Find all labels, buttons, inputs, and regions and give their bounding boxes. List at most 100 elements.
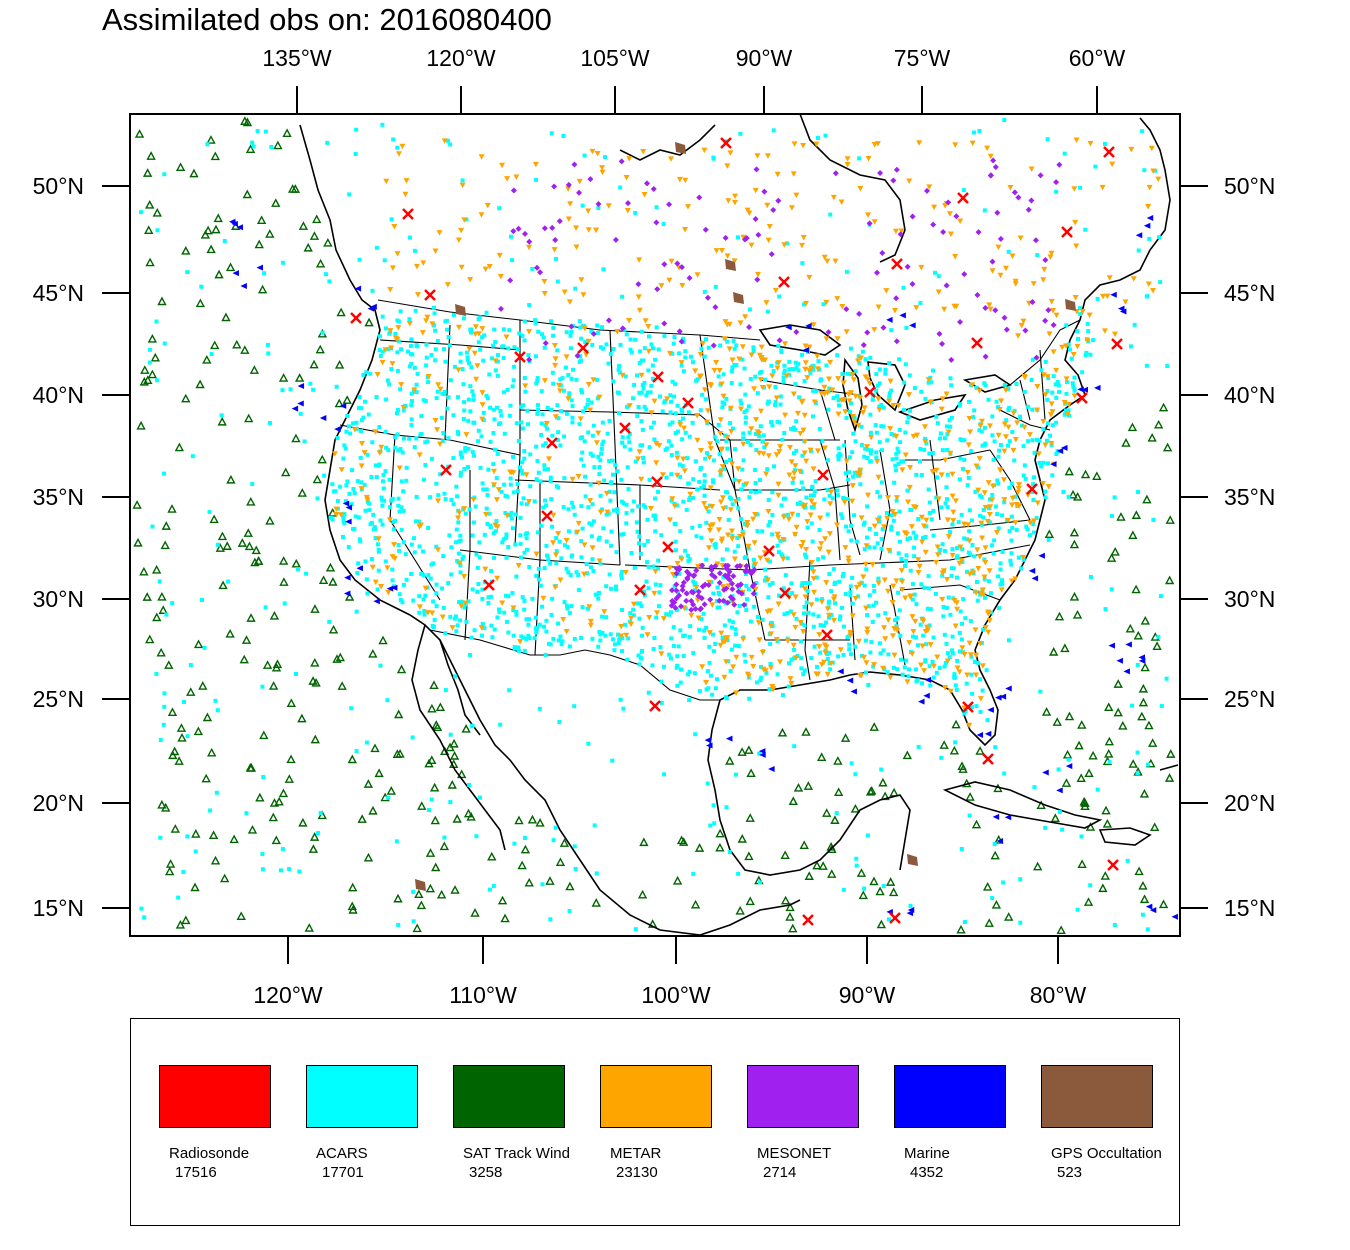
metar-marker <box>946 211 953 217</box>
sat-track-wind-marker <box>239 654 249 664</box>
acars-marker <box>490 635 495 640</box>
metar-marker <box>706 545 713 551</box>
metar-marker <box>618 633 625 639</box>
legend-panel: Radiosonde 17516 ACARS 17701 SAT Track Wind 3… <box>130 1018 1180 1226</box>
metar-marker <box>552 356 559 362</box>
acars-marker <box>606 511 611 516</box>
acars-marker <box>387 331 392 336</box>
acars-marker <box>466 465 471 470</box>
acars-marker <box>608 586 613 591</box>
metar-marker <box>1150 168 1157 175</box>
metar-marker <box>429 321 436 327</box>
acars-marker <box>757 488 762 493</box>
acars-marker <box>503 593 508 598</box>
acars-marker <box>579 504 584 509</box>
acars-marker <box>1000 549 1005 554</box>
acars-marker <box>434 582 439 587</box>
marine-marker <box>386 585 394 592</box>
mesonet-marker <box>695 588 702 595</box>
acars-marker <box>930 450 935 455</box>
top-axis-label: 60°W <box>1069 45 1126 71</box>
acars-marker <box>635 373 640 378</box>
acars-marker <box>538 479 543 484</box>
acars-marker <box>889 524 894 529</box>
acars-marker <box>455 494 460 499</box>
acars-marker <box>834 811 839 816</box>
acars-marker <box>850 474 855 479</box>
acars-marker <box>979 495 984 500</box>
metar-marker <box>569 476 576 483</box>
sat-track-wind-marker <box>337 681 347 690</box>
acars-marker <box>538 583 543 588</box>
acars-marker <box>711 458 716 463</box>
acars-marker <box>624 404 629 409</box>
metar-marker <box>788 205 795 211</box>
acars-marker <box>641 386 646 391</box>
acars-marker <box>476 439 481 444</box>
metar-marker <box>499 600 506 606</box>
marine-marker <box>1125 641 1132 648</box>
acars-marker <box>458 533 463 538</box>
acars-marker <box>582 153 587 158</box>
acars-marker <box>1060 827 1065 832</box>
metar-marker <box>676 176 683 183</box>
radiosonde-marker <box>1103 146 1115 158</box>
acars-marker <box>556 638 561 643</box>
metar-marker <box>730 664 737 670</box>
metar-marker <box>987 153 994 160</box>
metar-marker <box>969 140 976 147</box>
acars-marker <box>651 564 656 569</box>
metar-marker <box>596 558 603 564</box>
acars-marker <box>351 527 356 532</box>
acars-marker <box>628 347 633 352</box>
mesonet-marker <box>644 180 651 187</box>
acars-marker <box>787 661 792 666</box>
metar-marker <box>835 376 842 382</box>
acars-marker <box>917 459 922 464</box>
acars-marker <box>981 507 986 512</box>
acars-marker <box>386 347 391 352</box>
sat-track-wind-marker <box>254 556 264 565</box>
mesonet-marker <box>526 238 533 245</box>
sat-track-wind-marker <box>1147 432 1157 442</box>
metar-marker <box>834 522 841 528</box>
acars-marker <box>522 598 527 603</box>
acars-marker <box>659 533 664 538</box>
acars-marker <box>754 448 759 453</box>
metar-marker <box>824 671 831 678</box>
metar-marker <box>874 141 881 147</box>
metar-marker <box>801 586 808 592</box>
metar-marker <box>532 161 539 168</box>
metar-marker <box>387 328 394 334</box>
gps-occultation-marker <box>733 292 744 304</box>
sat-track-wind-marker <box>251 545 261 555</box>
acars-marker <box>551 838 556 843</box>
acars-marker <box>508 513 513 518</box>
sat-track-wind-marker <box>417 801 427 810</box>
acars-marker <box>330 517 335 522</box>
metar-marker <box>1059 344 1066 351</box>
metar-marker <box>808 602 815 608</box>
metar-marker <box>802 360 809 366</box>
acars-marker <box>409 403 414 408</box>
marine-marker <box>334 426 341 433</box>
acars-marker <box>1125 858 1130 863</box>
acars-marker <box>510 591 515 596</box>
acars-marker <box>952 672 957 677</box>
mesonet-marker <box>650 185 657 192</box>
acars-marker <box>498 409 503 414</box>
sat-track-wind-marker <box>1102 818 1113 828</box>
acars-marker <box>608 352 613 357</box>
mesonet-marker <box>549 224 556 231</box>
metar-marker <box>439 614 446 620</box>
metar-marker <box>898 228 905 234</box>
acars-marker <box>913 667 918 672</box>
sat-track-wind-marker <box>311 677 321 687</box>
acars-marker <box>429 352 434 357</box>
acars-marker <box>889 388 894 393</box>
sat-track-wind-marker <box>206 244 216 254</box>
metar-marker <box>478 625 485 631</box>
acars-marker <box>398 447 403 452</box>
acars-marker <box>948 376 953 381</box>
mesonet-marker <box>832 170 839 177</box>
